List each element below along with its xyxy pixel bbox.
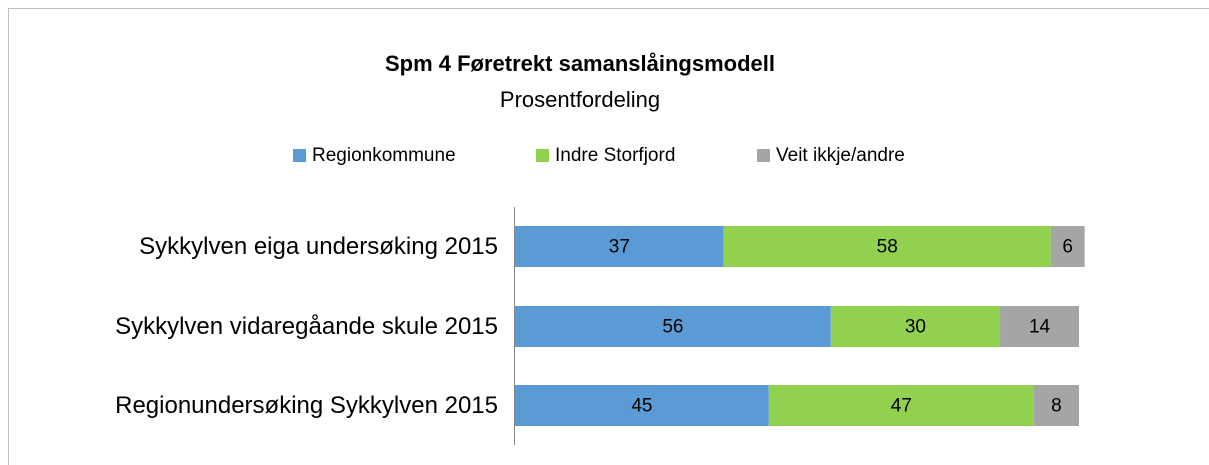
bar-segment (723, 226, 1051, 267)
data-label: 14 (1029, 317, 1051, 338)
chart-title: Spm 4 Føretrekt samanslåingsmodell (385, 51, 775, 76)
bar-segment (830, 306, 1001, 347)
legend-label: Veit ikkje/andre (776, 145, 905, 166)
bar-segment (515, 226, 724, 267)
legend-label: Indre Storfjord (555, 145, 675, 166)
data-label: 58 (877, 237, 898, 258)
category-label: Regionundersøking Sykkylven 2015 (115, 392, 498, 419)
legend-swatch (536, 149, 549, 162)
data-label: 8 (1051, 396, 1062, 417)
data-label: 47 (891, 396, 912, 417)
legend-swatch (757, 149, 770, 162)
legend-swatch (293, 149, 306, 162)
bar-segment (515, 306, 831, 347)
bar-segment (768, 385, 1034, 426)
data-label: 37 (609, 237, 630, 258)
category-label: Sykkylven vidaregåande skule 2015 (115, 313, 498, 340)
bar-segment (1050, 226, 1085, 267)
bar-segment (515, 385, 769, 426)
category-label: Sykkylven eiga undersøking 2015 (139, 233, 498, 260)
data-label: 45 (631, 396, 652, 417)
data-label: 6 (1062, 237, 1073, 258)
data-label: 56 (662, 317, 683, 338)
bar-segment (1033, 385, 1079, 426)
chart-subtitle: Prosentfordeling (500, 87, 660, 112)
legend-label: Regionkommune (312, 145, 456, 166)
bar-segment (1000, 306, 1079, 347)
data-label: 30 (905, 317, 926, 338)
